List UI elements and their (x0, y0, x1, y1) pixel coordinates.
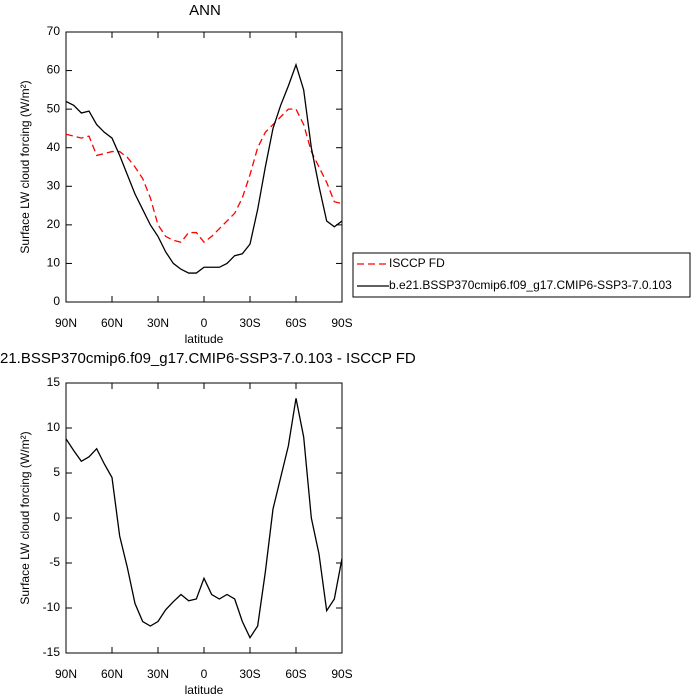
y-tick-label: 5 (53, 465, 60, 479)
x-tick-label: 30N (147, 667, 169, 681)
y-tick-label: 70 (47, 24, 61, 38)
y-axis-label: Surface LW cloud forcing (W/m²) (18, 431, 32, 604)
data-line (65, 108, 343, 244)
x-tick-label: 60N (101, 316, 123, 330)
x-tick-label: 30N (147, 316, 169, 330)
y-tick-label: 15 (47, 375, 61, 389)
y-tick-label: -10 (43, 600, 61, 614)
data-line (65, 398, 343, 640)
y-tick-label: 0 (53, 510, 60, 524)
y-tick-label: 0 (53, 294, 60, 308)
x-tick-label: 30S (239, 667, 260, 681)
x-tick-label: 30S (239, 316, 260, 330)
legend-entry: ISCCP FD (389, 256, 445, 270)
y-tick-label: 10 (47, 256, 61, 270)
x-tick-label: 60N (101, 667, 123, 681)
x-tick-label: 0 (201, 667, 208, 681)
y-tick-label: 20 (47, 217, 61, 231)
x-tick-label: 60S (285, 316, 306, 330)
plot-frame (65, 31, 343, 303)
x-tick-label: 0 (201, 316, 208, 330)
data-line (65, 62, 343, 274)
y-tick-label: 50 (47, 101, 61, 115)
y-tick-label: 40 (47, 140, 61, 154)
y-tick-label: 60 (47, 63, 61, 77)
y-tick-label: 10 (47, 420, 61, 434)
x-tick-label: 90N (55, 316, 77, 330)
x-tick-label: 60S (285, 667, 306, 681)
x-axis-label: latitude (185, 683, 224, 697)
legend-box (352, 252, 691, 298)
y-tick-label: 30 (47, 178, 61, 192)
x-tick-label: 90S (331, 667, 352, 681)
y-tick-label: -5 (49, 555, 60, 569)
y-tick-label: -15 (43, 645, 61, 659)
y-axis-label: Surface LW cloud forcing (W/m²) (18, 80, 32, 253)
x-axis-label: latitude (185, 332, 224, 346)
chart-title: 21.BSSP370cmip6.f09_g17.CMIP6-SSP3-7.0.1… (0, 350, 416, 367)
x-tick-label: 90N (55, 667, 77, 681)
chart-title: ANN (189, 2, 221, 19)
legend-entry: b.e21.BSSP370cmip6.f09_g17.CMIP6-SSP3-7.… (389, 278, 672, 292)
x-tick-label: 90S (331, 316, 352, 330)
